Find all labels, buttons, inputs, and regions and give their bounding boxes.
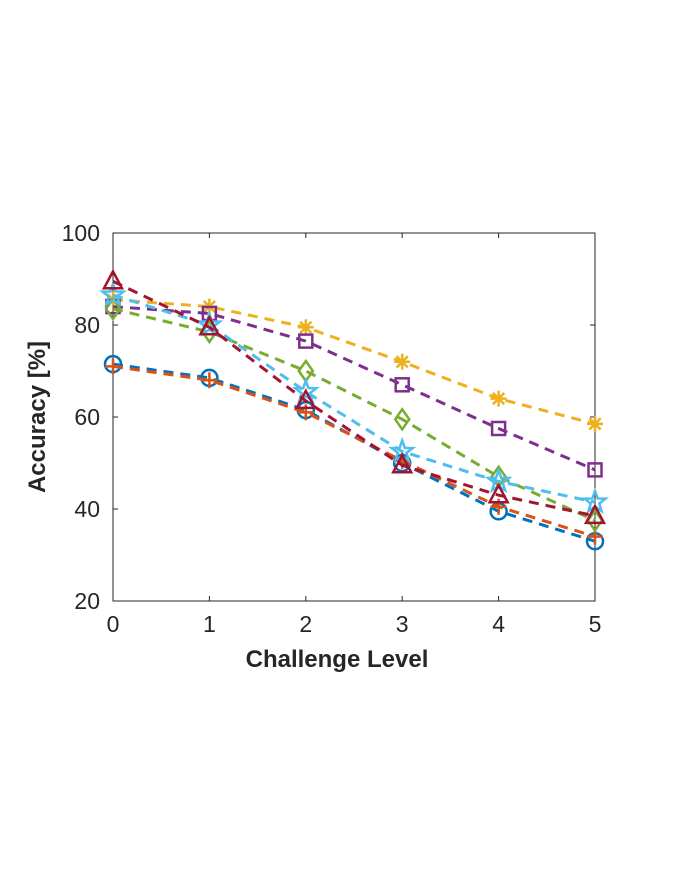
square-marker [394, 377, 410, 393]
plus-marker [201, 372, 218, 389]
triangle-marker [487, 482, 510, 504]
series-line [112, 305, 596, 472]
x-tick-label: 5 [589, 611, 602, 637]
x-tick-label: 3 [396, 611, 409, 637]
x-tick-label: 2 [299, 611, 312, 637]
asterisk-marker [297, 319, 314, 336]
plus-marker [105, 358, 121, 375]
x-tick-label: 4 [492, 611, 505, 637]
plot-area [112, 232, 596, 602]
y-axis-label: Accuracy [%] [24, 341, 51, 493]
y-tick-label: 20 [74, 588, 100, 614]
y-tick-label: 80 [74, 312, 100, 338]
diamond-marker [393, 407, 411, 432]
asterisk-marker [490, 390, 507, 407]
pentagram-marker [99, 280, 127, 307]
x-tick-label: 1 [203, 611, 216, 637]
diamond-marker [104, 296, 122, 322]
series-line [112, 298, 596, 426]
series-line [112, 279, 596, 518]
triangle-marker [391, 452, 414, 474]
series-line [112, 293, 596, 504]
asterisk-marker [394, 353, 411, 370]
asterisk-marker [587, 415, 603, 432]
triangle-marker [101, 268, 125, 290]
triangle-marker [294, 388, 317, 410]
series-line [112, 362, 596, 543]
triangle-marker [198, 314, 221, 336]
pentagram-marker [291, 377, 320, 404]
series-line [112, 364, 596, 539]
triangle-marker [583, 503, 607, 525]
series-layer [99, 268, 609, 551]
series-line [112, 307, 596, 522]
y-tick-label: 40 [74, 496, 100, 522]
y-tick-label: 60 [74, 404, 100, 430]
y-tick-label: 100 [62, 220, 100, 246]
series-triangle [101, 268, 607, 525]
square-marker [587, 462, 603, 478]
x-tick-label: 0 [107, 611, 120, 637]
square-marker [298, 333, 314, 349]
pentagram-marker [195, 310, 224, 337]
square-marker [490, 420, 507, 437]
axis-ticks: 0 1 2 3 4 5 20 40 60 80 100 [62, 220, 602, 637]
x-axis-label: Challenge Level [246, 646, 429, 673]
